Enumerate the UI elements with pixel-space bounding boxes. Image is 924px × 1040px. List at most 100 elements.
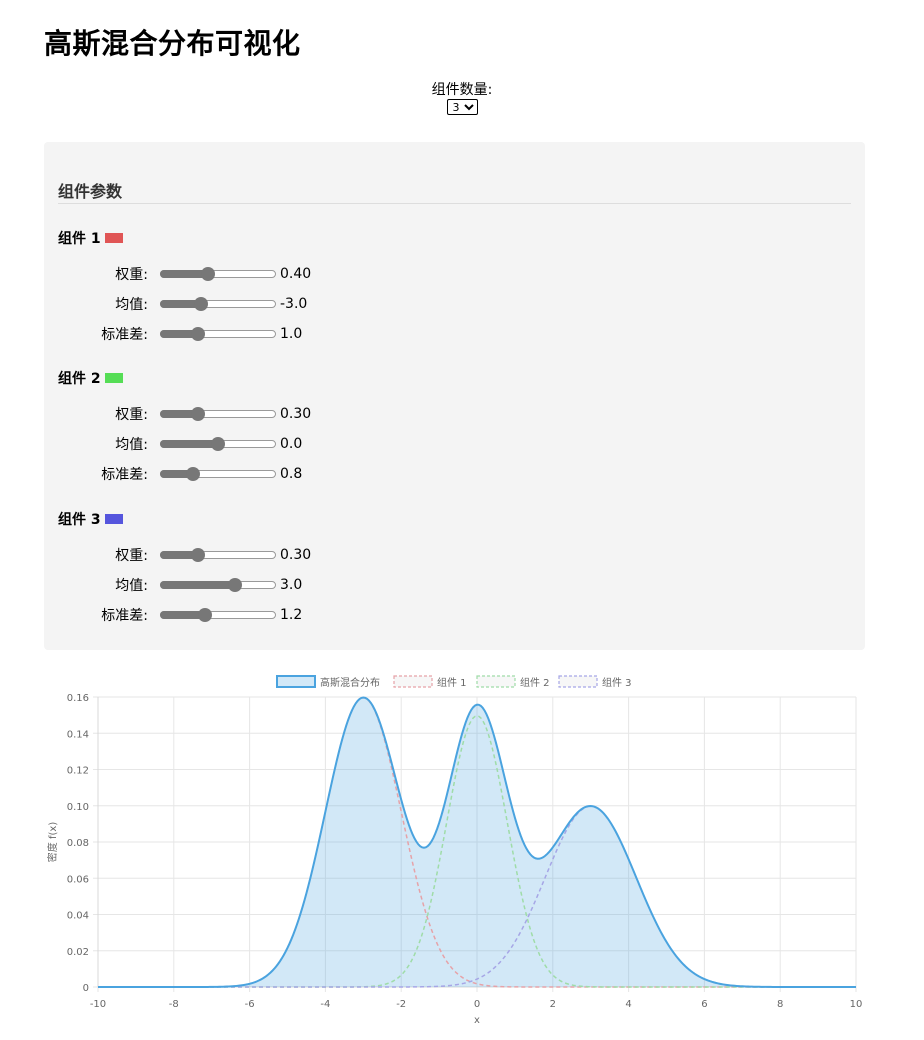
legend-label-2: 组件 2 <box>520 676 550 689</box>
x-tick-label: -10 <box>90 999 106 1010</box>
y-tick-label: 0.10 <box>67 802 89 813</box>
slider-thumb[interactable] <box>198 608 213 622</box>
slider-fill <box>160 330 198 338</box>
param-label: 均值: <box>115 578 148 594</box>
y-tick-label: 0.02 <box>67 947 89 958</box>
x-tick-label: -4 <box>320 999 330 1010</box>
param-label: 权重: <box>115 407 148 423</box>
legend-label-3: 组件 3 <box>602 676 632 689</box>
x-tick-label: 10 <box>850 999 863 1010</box>
param-label: 均值: <box>115 437 148 453</box>
legend-swatch-1 <box>393 675 433 688</box>
x-axis-label: x <box>474 1015 480 1026</box>
component-1-mean-slider[interactable] <box>160 294 276 314</box>
component-params-panel: 组件参数 组件 1 权重: 0.40 均值: -3.0 标准差: 1.0 组件 2 权重: 0.3… <box>44 142 865 650</box>
component-3-weight-slider[interactable] <box>160 545 276 565</box>
component-3-header: 组件 3 <box>58 509 123 529</box>
y-tick-label: 0.14 <box>67 729 89 740</box>
panel-divider <box>58 203 851 204</box>
x-tick-label: 2 <box>550 999 556 1010</box>
component-2-std-slider[interactable] <box>160 464 276 484</box>
slider-fill <box>160 270 208 278</box>
component-2-color-swatch <box>104 373 123 383</box>
legend-swatch-2 <box>476 675 516 688</box>
slider-thumb[interactable] <box>190 327 205 341</box>
param-label: 标准差: <box>101 467 148 483</box>
component-1-weight-row: 权重: 0.40 <box>84 264 311 284</box>
component-1-header: 组件 1 <box>58 228 123 248</box>
param-label: 权重: <box>115 548 148 564</box>
slider-fill <box>160 551 198 559</box>
y-axis-label: 密度 f(x) <box>46 822 59 863</box>
legend-label-1: 组件 1 <box>437 676 467 689</box>
x-tick-label: -6 <box>245 999 255 1010</box>
component-3-color-swatch <box>104 514 123 524</box>
param-label: 均值: <box>115 297 148 313</box>
component-count-label: 组件数量: <box>431 82 493 98</box>
x-tick-label: 0 <box>474 999 480 1010</box>
mixture-area-fill <box>98 697 856 987</box>
page-title: 高斯混合分布可视化 <box>44 27 301 60</box>
component-2-weight-slider[interactable] <box>160 404 276 424</box>
param-value: 3.0 <box>280 577 303 593</box>
component-3-weight-row: 权重: 0.30 <box>84 545 311 565</box>
component-2-mean-row: 均值: 0.0 <box>84 434 302 454</box>
slider-thumb[interactable] <box>185 467 200 481</box>
param-value: 0.30 <box>280 406 312 422</box>
slider-fill <box>160 470 193 478</box>
slider-thumb[interactable] <box>228 578 243 592</box>
x-tick-label: 4 <box>625 999 631 1010</box>
slider-fill <box>160 611 206 619</box>
param-value: -3.0 <box>280 296 308 312</box>
slider-thumb[interactable] <box>211 437 225 451</box>
slider-fill <box>160 440 218 448</box>
param-label: 标准差: <box>101 608 148 624</box>
panel-title: 组件参数 <box>58 182 123 201</box>
y-tick-label: 0.04 <box>67 911 89 922</box>
slider-thumb[interactable] <box>190 407 205 421</box>
mixture-line <box>98 696 856 988</box>
param-value: 0.0 <box>280 436 303 452</box>
component-3-std-slider[interactable] <box>160 605 276 625</box>
param-label: 权重: <box>115 267 148 283</box>
component-1-label: 组件 1 <box>58 231 101 247</box>
component-2-label: 组件 2 <box>58 371 101 387</box>
param-value: 1.0 <box>280 326 303 342</box>
component-1-color-swatch <box>104 233 123 243</box>
legend-swatch-3 <box>558 675 598 688</box>
component-3-mean-slider[interactable] <box>160 575 276 595</box>
component-3-label: 组件 3 <box>58 512 101 528</box>
legend-label-0: 高斯混合分布 <box>320 676 380 689</box>
component-2-mean-slider[interactable] <box>160 434 276 454</box>
component-3-mean-row: 均值: 3.0 <box>84 575 302 595</box>
param-value: 0.40 <box>280 266 312 282</box>
component-2-header: 组件 2 <box>58 368 123 388</box>
component-1-std-row: 标准差: 1.0 <box>84 324 302 344</box>
component-3-std-row: 标准差: 1.2 <box>84 605 302 625</box>
component-count-select[interactable]: 3 <box>446 99 478 115</box>
legend-swatch-0 <box>276 675 316 688</box>
slider-thumb[interactable] <box>200 267 215 281</box>
slider-thumb[interactable] <box>193 297 208 311</box>
chart: -10 -8 -6 -4 -2 0 2 4 6 8 10 0 0.02 0.04 0.06 0.08 0.10 0… <box>44 666 874 1036</box>
param-value: 1.2 <box>280 607 303 623</box>
y-tick-label: 0.12 <box>67 766 89 777</box>
y-tick-label: 0.16 <box>67 693 89 704</box>
component-1-std-slider[interactable] <box>160 324 276 344</box>
component-count-control: 组件数量: 3 <box>0 82 924 115</box>
component-2-weight-row: 权重: 0.30 <box>84 404 311 424</box>
x-tick-label: -8 <box>169 999 179 1010</box>
slider-thumb[interactable] <box>190 548 205 562</box>
param-value: 0.30 <box>280 547 312 563</box>
component-1-mean-row: 均值: -3.0 <box>84 294 307 314</box>
y-tick-label: 0.06 <box>67 874 89 885</box>
param-label: 标准差: <box>101 327 148 343</box>
y-tick-label: 0.08 <box>67 838 89 849</box>
component-2-std-row: 标准差: 0.8 <box>84 464 302 484</box>
slider-fill <box>160 410 198 418</box>
mixture-chart-svg: -10 -8 -6 -4 -2 0 2 4 6 8 10 0 0.02 0.04 0.06 0.08 0.10 0… <box>46 675 863 1026</box>
component-1-weight-slider[interactable] <box>160 264 276 284</box>
slider-fill <box>160 300 201 308</box>
x-tick-label: -2 <box>396 999 406 1010</box>
param-value: 0.8 <box>280 466 303 482</box>
